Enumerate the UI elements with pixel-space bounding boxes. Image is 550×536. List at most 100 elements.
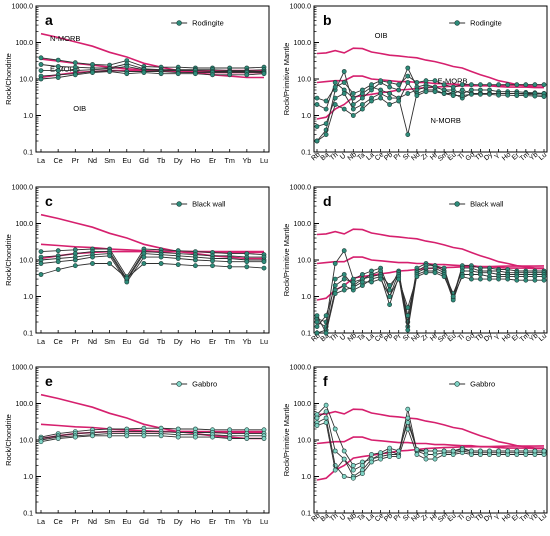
x-tick-label: Gd xyxy=(465,151,477,162)
x-tick-label: Tb xyxy=(474,332,485,343)
y-tick-label: 10.0 xyxy=(19,77,33,84)
data-point xyxy=(387,294,392,299)
x-tick-label: U xyxy=(339,514,347,523)
data-point xyxy=(396,82,402,88)
x-tick-label: Ce xyxy=(374,332,385,343)
legend-label: Gabbro xyxy=(470,380,495,389)
y-axis-label: Rock/Chondrite xyxy=(4,414,13,466)
data-point xyxy=(496,82,501,88)
x-tick-label: Ti xyxy=(457,152,466,161)
x-tick-label: Er xyxy=(511,151,521,161)
data-point xyxy=(341,276,347,282)
sample-series-1 xyxy=(314,248,547,325)
legend-marker xyxy=(454,381,460,387)
data-point xyxy=(405,415,411,421)
data-point xyxy=(532,93,538,99)
data-point xyxy=(369,452,374,457)
y-axis-label: Rock/Primitive Mantle xyxy=(282,224,291,297)
legend-marker xyxy=(454,20,460,26)
x-tick-label: Nd xyxy=(410,332,421,343)
data-point xyxy=(158,71,164,77)
x-tick-label: Ho xyxy=(501,332,512,343)
data-point xyxy=(387,91,392,96)
data-point xyxy=(450,294,456,299)
series-line xyxy=(40,427,264,438)
y-tick-label: 1.0 xyxy=(23,294,33,301)
series-line xyxy=(40,253,264,282)
x-tick-label: Gd xyxy=(465,512,477,523)
legend: Black wall xyxy=(171,200,226,209)
data-point xyxy=(158,261,164,266)
panel-c: 0.1 1.0 10.0 100.0 1000.0 La Ce Pr Nd Sm Eu Gd Tb Dy H… xyxy=(4,185,270,346)
x-tick-label: Eu xyxy=(122,337,131,346)
data-point xyxy=(55,68,61,73)
series-line xyxy=(40,70,264,77)
x-tick-label: Nb xyxy=(347,151,358,162)
x-tick-label: Eu xyxy=(447,512,458,523)
data-point xyxy=(359,279,365,285)
data-point xyxy=(350,463,356,468)
y-tick-label: 0.1 xyxy=(301,331,311,338)
x-tick-label: Er xyxy=(209,156,217,165)
data-point xyxy=(210,258,215,264)
data-point xyxy=(523,448,529,454)
data-point xyxy=(192,434,198,440)
y-axis-label: Rock/Primitive Mantle xyxy=(282,43,291,116)
data-point xyxy=(227,264,233,270)
data-point xyxy=(359,87,365,93)
data-point xyxy=(423,89,429,95)
data-point xyxy=(468,91,474,97)
data-point xyxy=(378,450,383,456)
x-tick-label: Gd xyxy=(139,156,149,165)
reference-line-e-morb xyxy=(316,436,544,450)
data-point xyxy=(405,132,411,137)
y-tick-label: 0.1 xyxy=(301,150,311,157)
data-point xyxy=(396,276,402,282)
x-tick-label: Gd xyxy=(139,517,149,526)
x-tick-label: Th xyxy=(329,512,340,523)
data-point xyxy=(38,76,44,82)
y-tick-label: 1000.0 xyxy=(12,365,34,372)
data-point xyxy=(350,91,356,96)
legend-label: Black wall xyxy=(470,200,504,209)
data-point xyxy=(141,261,147,266)
panel-label: e xyxy=(45,373,53,389)
y-tick-label: 10.0 xyxy=(19,438,33,445)
series-line xyxy=(40,71,265,80)
x-tick-label: Rb xyxy=(310,151,321,162)
sample-series-4 xyxy=(38,433,267,445)
data-point xyxy=(332,95,338,101)
data-point xyxy=(314,95,320,101)
y-tick-label: 100.0 xyxy=(15,401,33,408)
data-point xyxy=(432,456,438,462)
y-tick-label: 1.0 xyxy=(301,294,311,301)
data-point xyxy=(72,72,78,78)
data-point xyxy=(323,330,329,336)
panel-a: 0.1 1.0 10.0 100.0 1000.0 La Ce Pr Nd Sm Eu Gd Tb Dy H… xyxy=(4,4,270,165)
data-point xyxy=(477,82,483,88)
data-point xyxy=(487,448,492,454)
data-point xyxy=(314,330,320,336)
series-line xyxy=(40,57,265,69)
data-point xyxy=(359,463,365,468)
reference-label: OIB xyxy=(375,31,388,40)
x-tick-label: Pr xyxy=(72,517,80,526)
data-point xyxy=(505,82,511,88)
data-point xyxy=(107,253,112,259)
data-point xyxy=(414,452,420,457)
data-point xyxy=(387,454,392,459)
data-point xyxy=(332,276,338,282)
x-tick-label: Ti xyxy=(457,333,466,342)
x-tick-label: Ho xyxy=(191,517,200,526)
x-tick-label: Tm xyxy=(224,156,234,165)
data-point xyxy=(341,106,347,112)
panel-label: c xyxy=(45,193,53,209)
x-tick-label: Yb xyxy=(242,156,251,165)
legend-label: Rodingite xyxy=(470,19,502,28)
data-point xyxy=(396,98,402,104)
panel-label: d xyxy=(323,193,332,209)
data-point xyxy=(341,287,347,293)
x-tick-label: Hf xyxy=(429,152,439,162)
